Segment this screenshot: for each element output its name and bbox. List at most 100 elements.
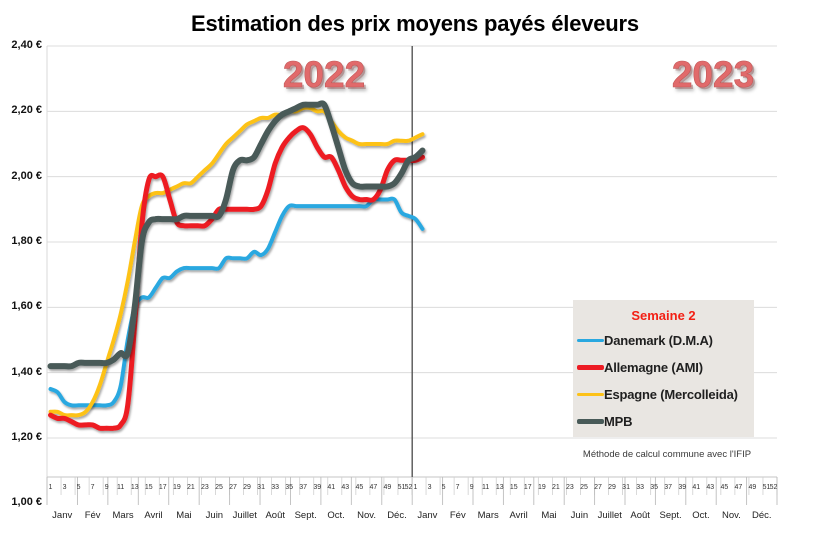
month-tick-label: Juillet <box>597 510 622 521</box>
footnote: Méthode de calcul commune avec l'IFIP <box>582 449 752 460</box>
week-tick-label: 45 <box>355 484 364 491</box>
month-tick-label: Juillet <box>232 510 257 521</box>
y-axis-tick-label: 1,80 € <box>11 234 42 247</box>
week-tick-label: 9 <box>469 484 474 491</box>
week-tick-label: 37 <box>664 484 673 491</box>
week-tick-label: 1 <box>48 484 53 491</box>
week-tick-label: 15 <box>509 484 518 491</box>
legend-item: MPB <box>573 408 754 435</box>
month-tick-label: Déc. <box>387 510 407 521</box>
y-axis-tick-label: 1,60 € <box>11 300 42 313</box>
y-axis-tick-label: 1,20 € <box>11 430 42 443</box>
series-line-allemagne-ami <box>48 125 425 431</box>
week-tick-label: 33 <box>271 484 280 491</box>
legend-swatch-icon <box>577 365 604 370</box>
week-tick-label: 11 <box>117 484 125 491</box>
legend-items: Danemark (D.M.A) Allemagne (AMI) Espagne (… <box>573 327 754 435</box>
y-axis-tick-label: 1,40 € <box>11 365 42 378</box>
week-tick-label: 31 <box>622 484 630 491</box>
series-line-espagne-mercolleida <box>48 105 425 418</box>
legend-item-label: Allemagne (AMI) <box>604 360 703 375</box>
week-tick-label: 13 <box>495 484 504 491</box>
year-label-2023: 2023 <box>671 54 755 96</box>
week-tick-label: 52 <box>404 484 413 491</box>
week-tick-label: 51 <box>762 484 771 491</box>
legend-item: Espagne (Mercolleida) <box>573 381 754 408</box>
week-tick-label: 39 <box>678 484 687 491</box>
y-axis-tick-label: 2,20 € <box>11 104 42 117</box>
week-tick-label: 43 <box>341 484 350 491</box>
week-tick-label: 52 <box>769 484 778 491</box>
week-tick-label: 29 <box>608 484 616 491</box>
week-tick-label: 21 <box>551 484 560 491</box>
week-tick-label: 23 <box>201 484 209 491</box>
month-tick-label: Sept. <box>294 510 317 521</box>
week-tick-label: 41 <box>327 484 336 491</box>
month-tick-label: Nov. <box>721 510 741 521</box>
week-tick-label: 1 <box>413 484 418 491</box>
week-tick-label: 27 <box>229 484 237 491</box>
y-axis-tick-label: 2,40 € <box>11 39 42 51</box>
month-tick-label: Fév <box>449 510 466 521</box>
week-tick-label: 5 <box>441 484 446 491</box>
week-tick-label: 3 <box>62 484 67 491</box>
week-tick-label: 23 <box>566 484 574 491</box>
series-line-danemark-d-m-a <box>48 196 425 408</box>
week-tick-label: 19 <box>172 484 181 491</box>
y-axis-tick-label: 2,00 € <box>11 169 42 182</box>
week-tick-label: 39 <box>313 484 322 491</box>
month-tick-label: Sept. <box>659 510 682 521</box>
month-tick-label: Mai <box>176 510 192 521</box>
legend-swatch-icon <box>577 392 604 397</box>
week-tick-label: 3 <box>427 484 432 491</box>
week-tick-label: 51 <box>397 484 406 491</box>
week-tick-label: 13 <box>130 484 139 491</box>
chart-title: Estimation des prix moyens payés éleveur… <box>191 11 639 36</box>
week-tick-label: 35 <box>285 484 294 491</box>
week-tick-label: 37 <box>299 484 308 491</box>
month-tick-label: Juin <box>205 510 224 521</box>
week-tick-label: 45 <box>720 484 729 491</box>
legend-item: Danemark (D.M.A) <box>573 327 754 354</box>
week-tick-label: 7 <box>455 484 460 491</box>
week-tick-label: 41 <box>692 484 701 491</box>
legend-item-label: Espagne (Mercolleida) <box>604 387 738 402</box>
legend-swatch-icon <box>577 419 604 424</box>
week-tick-label: 33 <box>636 484 645 491</box>
week-tick-label: 27 <box>594 484 602 491</box>
month-tick-label: Mai <box>541 510 557 521</box>
week-tick-label: 19 <box>537 484 546 491</box>
month-tick-label: Juin <box>570 510 589 521</box>
week-tick-label: 29 <box>243 484 251 491</box>
legend-item-label: Danemark (D.M.A) <box>604 333 713 348</box>
week-tick-label: 43 <box>706 484 715 491</box>
legend-item-label: MPB <box>604 414 633 429</box>
month-tick-label: Janv <box>417 510 438 521</box>
month-tick-label: Oct. <box>692 510 710 521</box>
legend-swatch-icon <box>577 339 604 342</box>
week-tick-label: 5 <box>76 484 81 491</box>
month-tick-label: Août <box>265 510 286 521</box>
series-line-mpb <box>47 100 426 370</box>
year-label-2022: 2022 <box>282 54 366 96</box>
month-tick-label: Déc. <box>752 510 772 521</box>
week-tick-label: 15 <box>144 484 153 491</box>
week-tick-label: 47 <box>734 484 743 491</box>
month-tick-label: Fév <box>84 510 101 521</box>
month-tick-label: Janv <box>52 510 73 521</box>
month-tick-label: Oct. <box>327 510 345 521</box>
month-tick-label: Mars <box>477 510 499 521</box>
month-tick-label: Nov. <box>357 510 376 521</box>
week-tick-label: 25 <box>215 484 223 491</box>
week-tick-label: 17 <box>158 484 167 491</box>
week-tick-label: 47 <box>369 484 378 491</box>
week-tick-label: 49 <box>383 484 392 491</box>
legend-title: Semaine 2 <box>631 308 696 323</box>
week-tick-label: 17 <box>523 484 532 491</box>
week-tick-label: 9 <box>104 484 109 491</box>
month-tick-label: Avril <box>144 510 163 521</box>
month-tick-label: Mars <box>112 510 134 521</box>
legend-item: Allemagne (AMI) <box>573 354 754 381</box>
